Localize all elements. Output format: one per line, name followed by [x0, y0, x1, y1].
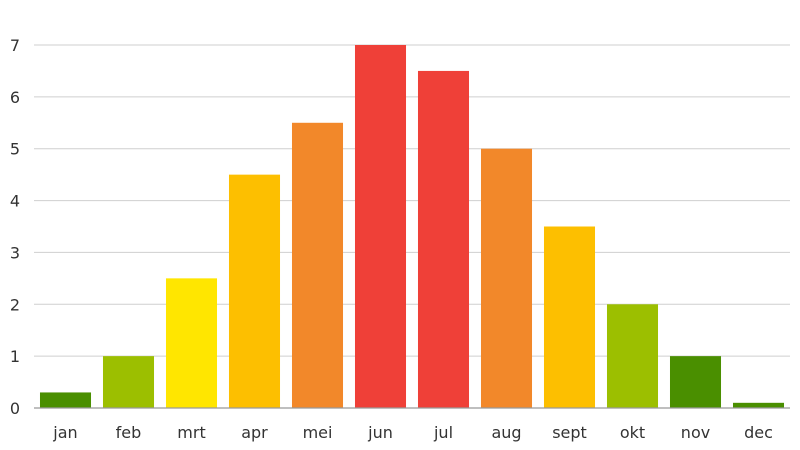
x-tick-label-jul: jul [433, 423, 453, 442]
gridlines [34, 44, 790, 357]
bar-apr [228, 174, 281, 408]
x-tick-label-mei: mei [303, 423, 333, 442]
bar-jan [39, 392, 92, 408]
y-tick-label: 0 [10, 399, 20, 418]
bar-aug [480, 148, 533, 408]
bar-mei [291, 122, 344, 409]
x-axis-labels: jan feb mrt apr mei jun jul aug sept okt nov dec [52, 423, 773, 442]
y-axis-ticks: 0 1 2 3 4 5 6 7 [10, 36, 20, 418]
bar-okt [606, 304, 659, 408]
y-tick-label: 5 [10, 140, 20, 159]
x-tick-label-mrt: mrt [177, 423, 205, 442]
x-tick-label-feb: feb [116, 423, 142, 442]
bar-jul [417, 70, 470, 408]
x-tick-label-jun: jun [367, 423, 393, 442]
x-tick-label-dec: dec [744, 423, 773, 442]
x-tick-label-jan: jan [52, 423, 77, 442]
bar-nov [669, 356, 722, 408]
y-tick-label: 7 [10, 36, 20, 55]
y-tick-label: 2 [10, 295, 20, 314]
bar-mrt [165, 278, 218, 408]
y-tick-label: 6 [10, 88, 20, 107]
x-tick-label-okt: okt [620, 423, 645, 442]
y-tick-label: 1 [10, 347, 20, 366]
x-tick-label-sept: sept [552, 423, 587, 442]
y-tick-label: 4 [10, 192, 20, 211]
bar-feb [102, 356, 155, 408]
x-tick-label-aug: aug [491, 423, 521, 442]
bar-jun [354, 45, 407, 408]
bars [39, 45, 785, 409]
y-tick-label: 3 [10, 243, 20, 262]
bar-dec [732, 402, 785, 408]
bar-sept [543, 226, 596, 408]
x-tick-label-apr: apr [241, 423, 268, 442]
x-tick-label-nov: nov [681, 423, 710, 442]
